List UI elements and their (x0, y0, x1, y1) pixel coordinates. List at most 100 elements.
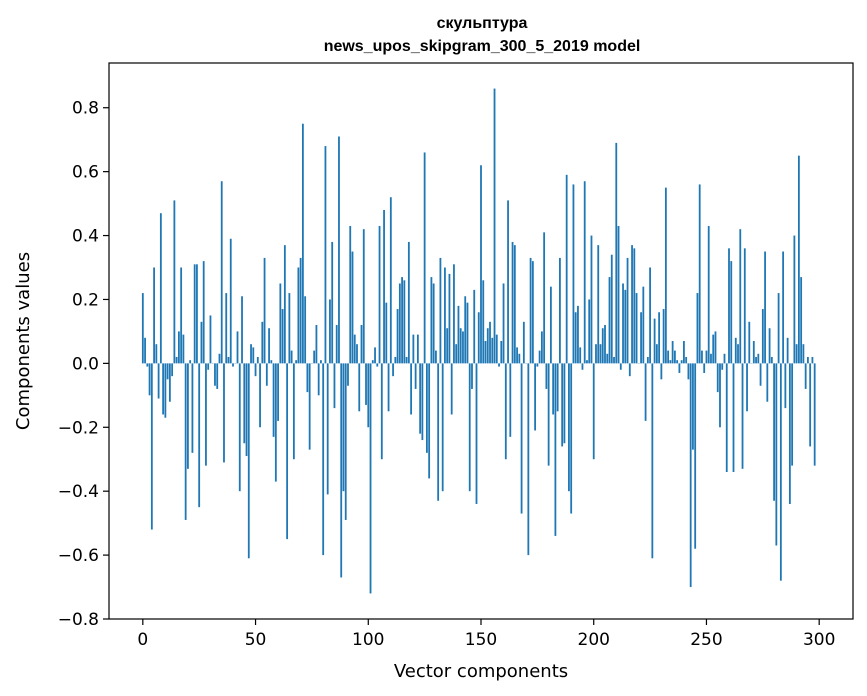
bar (362, 229, 365, 364)
x-tick-label: 50 (245, 630, 267, 650)
bar (286, 363, 289, 540)
bar (775, 363, 778, 546)
bar (272, 363, 275, 437)
bar (189, 360, 192, 364)
x-tick-label: 300 (803, 630, 835, 650)
bar (642, 286, 645, 364)
bar (292, 363, 295, 460)
bar (369, 363, 372, 594)
bar (784, 363, 787, 409)
bar (800, 277, 803, 364)
bar (342, 363, 345, 492)
bar (297, 267, 300, 364)
bar (414, 363, 417, 389)
bar (371, 360, 374, 364)
bar (182, 334, 185, 364)
bar (450, 363, 453, 415)
bar (552, 363, 555, 415)
chart-title-line-1: скульптура (437, 15, 528, 32)
bar (730, 261, 733, 364)
bar (791, 363, 794, 466)
bar (477, 312, 480, 364)
bar (615, 142, 618, 364)
bar (592, 363, 595, 460)
bar (200, 321, 203, 364)
x-axis-label: Vector components (394, 661, 568, 682)
bar (150, 363, 153, 530)
bar (349, 225, 352, 364)
bar (153, 267, 155, 364)
bar (396, 309, 399, 364)
bar (290, 350, 293, 364)
bar (425, 363, 428, 453)
bar (482, 280, 485, 364)
bar (622, 283, 624, 364)
bar (320, 360, 322, 364)
plot-frame (108, 62, 854, 620)
bar (256, 356, 259, 364)
bar (734, 337, 737, 364)
bar (187, 363, 189, 469)
bar (583, 181, 586, 364)
bar (777, 293, 780, 364)
bar (658, 312, 661, 364)
bar (628, 363, 631, 377)
chart-title-line-2: news_upos_skipgram_300_5_2019 model (324, 38, 641, 55)
y-tick-label: −0.4 (58, 482, 99, 502)
bar (739, 229, 742, 364)
bar (653, 318, 656, 364)
bar (811, 356, 814, 364)
bar (243, 363, 246, 444)
bar (737, 344, 739, 364)
bar (141, 293, 144, 364)
y-tick-label: 0.0 (72, 354, 99, 374)
bar (398, 283, 401, 364)
bar (446, 328, 449, 364)
bar (813, 363, 816, 466)
bar (626, 257, 629, 364)
bar (419, 363, 422, 434)
bar (238, 363, 241, 492)
bar (687, 363, 690, 380)
bar (457, 305, 460, 364)
bar (367, 363, 370, 428)
bar (547, 363, 550, 466)
bar (162, 363, 165, 415)
bar (619, 363, 622, 370)
bar (782, 251, 785, 364)
bar (563, 363, 566, 444)
bar (631, 245, 633, 364)
bar (743, 248, 746, 364)
bar (667, 350, 670, 364)
bar (380, 363, 383, 460)
bar (259, 363, 261, 428)
bar (554, 363, 557, 536)
bar (353, 334, 356, 364)
bar (315, 325, 318, 364)
bar (507, 200, 509, 364)
bar (331, 241, 334, 364)
bar (173, 200, 176, 364)
bar (347, 363, 349, 386)
bar (304, 296, 307, 364)
bar (723, 353, 726, 364)
bar (385, 302, 388, 364)
bar (313, 350, 316, 364)
bar (579, 347, 582, 364)
bar (389, 197, 392, 364)
bar (168, 363, 171, 402)
bar (205, 363, 207, 466)
bar (518, 353, 521, 364)
bar (493, 88, 496, 364)
bar (175, 356, 178, 364)
y-axis-ticks: −0.8 −0.6 −0.4 −0.2 0.0 0.2 0.4 0.6 0.8 (58, 99, 109, 630)
bar (340, 363, 343, 578)
bar (549, 286, 552, 364)
bar (227, 356, 230, 364)
bar (164, 363, 167, 418)
bar (207, 363, 210, 370)
bar (329, 299, 331, 364)
bar (534, 363, 537, 431)
bar (520, 363, 523, 514)
bar (455, 344, 458, 364)
